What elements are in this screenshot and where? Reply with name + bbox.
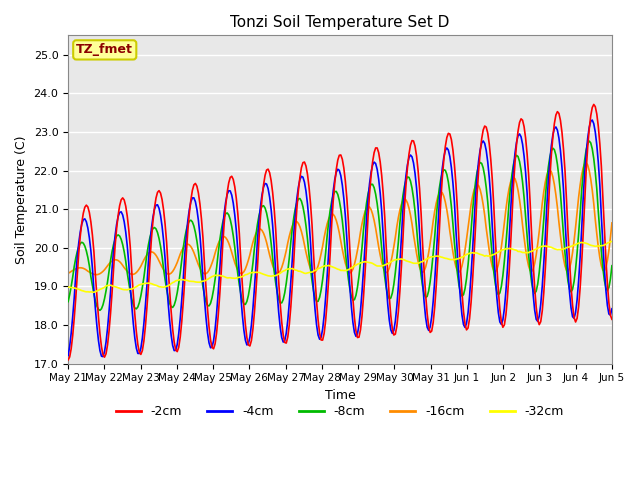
-4cm [303, 201, 311, 207]
-32cm [246, 270, 253, 276]
-2cm [608, 316, 616, 322]
-8cm [586, 138, 593, 144]
-2cm [302, 163, 310, 169]
Legend: -2cm, -4cm, -8cm, -16cm, -32cm: -2cm, -4cm, -8cm, -16cm, -32cm [111, 400, 569, 423]
-4cm [588, 117, 596, 123]
-32cm [90, 289, 98, 295]
-2cm [590, 102, 598, 108]
-8cm [132, 306, 140, 312]
-8cm [64, 299, 72, 304]
-4cm [228, 192, 236, 198]
-2cm [64, 357, 72, 363]
-8cm [228, 224, 236, 229]
-4cm [132, 345, 140, 351]
Line: -4cm: -4cm [68, 120, 612, 357]
-2cm [227, 175, 234, 180]
-16cm [255, 226, 263, 232]
-16cm [246, 252, 253, 257]
-8cm [246, 284, 253, 289]
Line: -32cm: -32cm [68, 241, 612, 292]
Text: TZ_fmet: TZ_fmet [76, 43, 133, 56]
-32cm [64, 284, 72, 290]
-16cm [579, 165, 587, 171]
-32cm [228, 275, 236, 281]
-16cm [608, 220, 616, 226]
-16cm [64, 270, 72, 276]
-32cm [132, 284, 140, 289]
-16cm [303, 256, 311, 262]
-8cm [608, 263, 616, 269]
-32cm [608, 239, 616, 244]
-8cm [303, 236, 311, 242]
-32cm [303, 270, 311, 276]
-16cm [582, 160, 590, 166]
Y-axis label: Soil Temperature (C): Soil Temperature (C) [15, 135, 28, 264]
-2cm [244, 342, 252, 348]
-4cm [64, 352, 72, 358]
Line: -16cm: -16cm [68, 163, 612, 275]
-4cm [255, 218, 263, 224]
-4cm [99, 354, 107, 360]
-2cm [253, 264, 261, 270]
-16cm [228, 250, 236, 255]
-16cm [93, 272, 100, 277]
-4cm [246, 334, 253, 340]
Title: Tonzi Soil Temperature Set D: Tonzi Soil Temperature Set D [230, 15, 450, 30]
-4cm [608, 306, 616, 312]
-8cm [96, 307, 104, 313]
X-axis label: Time: Time [324, 389, 355, 402]
-4cm [579, 196, 587, 202]
-32cm [255, 270, 263, 276]
-16cm [132, 270, 140, 276]
-2cm [131, 312, 139, 317]
-2cm [578, 261, 586, 266]
-8cm [255, 213, 263, 218]
Line: -8cm: -8cm [68, 141, 612, 310]
Line: -2cm: -2cm [68, 105, 612, 360]
-32cm [579, 240, 587, 246]
-8cm [579, 171, 587, 177]
